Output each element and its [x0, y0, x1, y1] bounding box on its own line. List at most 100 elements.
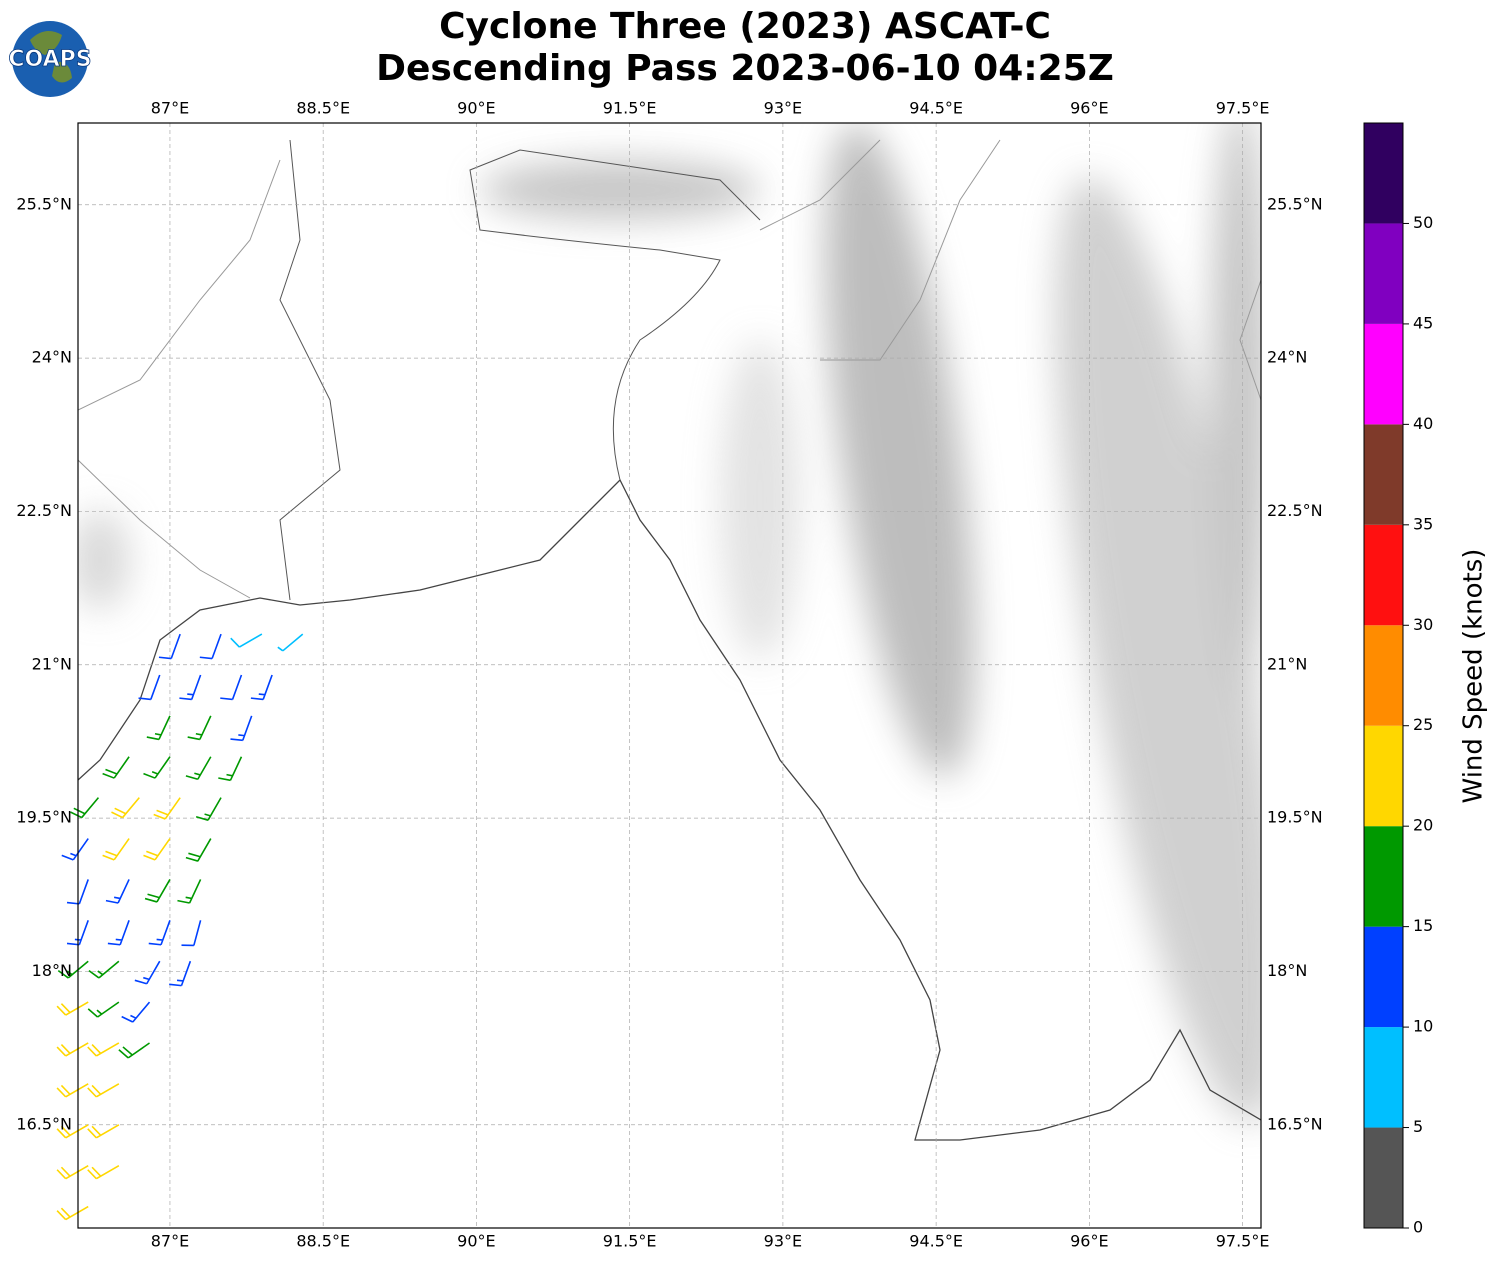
wind-barb — [105, 879, 130, 904]
colorbar-tick-label: 45 — [1413, 313, 1433, 332]
x-tick-label: 87°E — [151, 1232, 189, 1251]
colorbar-bin — [1364, 524, 1403, 626]
x-tick-label: 88.5°E — [296, 99, 350, 118]
y-tick-label: 19.5°N — [1267, 808, 1323, 827]
x-tick-label: 93°E — [764, 99, 802, 118]
y-tick-label: 21°N — [1267, 654, 1307, 673]
colorbar-bin — [1364, 223, 1403, 324]
wind-barb — [56, 1124, 89, 1139]
y-tick-label: 25.5°N — [1267, 194, 1323, 213]
wind-barbs — [56, 633, 304, 1221]
wind-barb — [148, 920, 171, 946]
wind-barb — [102, 838, 130, 861]
colorbar-bin — [1364, 323, 1403, 425]
colorbar-tick-label: 5 — [1413, 1117, 1423, 1136]
y-tick-label: 22.5°N — [16, 501, 72, 520]
x-tick-label: 94.5°E — [909, 99, 963, 118]
wind-barb — [138, 674, 161, 701]
x-tick-label: 97.5°E — [1216, 99, 1270, 118]
colorbar-tick-label: 25 — [1413, 715, 1433, 734]
wind-barb — [87, 1042, 120, 1057]
colorbar: 0 5 10 15 20 25 30 35 40 45 50 — [1363, 122, 1433, 1237]
wind-barb — [143, 756, 171, 779]
y-tick-label: 16.5°N — [1267, 1114, 1323, 1133]
wind-barb — [102, 756, 130, 779]
logo: COAPS — [8, 21, 92, 97]
colorbar-bin — [1364, 424, 1403, 525]
wind-barb — [153, 797, 181, 820]
x-tick-label: 97.5°E — [1216, 1232, 1270, 1251]
colorbar-tick-label: 50 — [1413, 213, 1433, 232]
colorbar-tick-label: 0 — [1413, 1218, 1423, 1237]
wind-barb — [250, 674, 273, 701]
y-tick-label: 24°N — [1267, 348, 1307, 367]
wind-barb — [277, 633, 304, 652]
logo-land — [30, 31, 72, 83]
wind-barb — [143, 838, 171, 861]
logo-text: COAPS — [8, 47, 91, 72]
wind-barb — [87, 1001, 120, 1018]
wind-barb — [56, 1083, 89, 1098]
x-tick-label: 87°E — [151, 99, 189, 118]
map-frame — [77, 122, 1262, 1229]
x-tick-label: 90°E — [457, 99, 495, 118]
wind-barb — [111, 797, 140, 819]
wind-barb — [61, 838, 89, 861]
x-tick-label: 94.5°E — [909, 1232, 963, 1251]
colorbar-tick-label: 10 — [1413, 1017, 1433, 1036]
x-tick-label: 96°E — [1070, 99, 1108, 118]
title-line: Descending Pass 2023-06-10 04:25Z — [376, 48, 1114, 89]
wind-barb — [177, 879, 202, 904]
colorbar-bin — [1364, 725, 1403, 827]
wind-barb — [87, 1164, 120, 1180]
wind-barb — [218, 756, 243, 782]
colorbar-tick-label: 15 — [1413, 916, 1433, 935]
y-tick-label: 25.5°N — [16, 194, 72, 213]
y-tick-label: 18°N — [32, 961, 72, 980]
y-tick-label: 24°N — [32, 348, 72, 367]
y-tick-label: 21°N — [32, 654, 72, 673]
wind-barb — [179, 674, 202, 701]
wind-barb — [87, 1124, 120, 1139]
border — [279, 139, 761, 601]
title-line: Cyclone Three (2023) ASCAT-C — [439, 6, 1051, 47]
axes: 87°E 87°E 88.5°E 88.5°E 90°E 90°E 91.5°E 91.5°E… — [16, 99, 1322, 1251]
wind-barb — [70, 797, 100, 819]
x-tick-label: 96°E — [1070, 1232, 1108, 1251]
grid — [78, 123, 1261, 1228]
wind-barb — [107, 920, 130, 946]
wind-barb — [121, 1001, 151, 1023]
wind-barb — [56, 1205, 89, 1221]
wind-barb — [195, 797, 222, 821]
map-background — [78, 123, 1261, 1141]
colorbar-tick-label: 30 — [1413, 615, 1433, 634]
wind-barb — [187, 715, 212, 741]
x-tick-label: 91.5°E — [603, 99, 657, 118]
wind-barb — [146, 715, 171, 741]
wind-barb — [220, 674, 243, 701]
colorbar-bin — [1364, 1127, 1403, 1228]
wind-barb — [134, 960, 161, 985]
colorbar-tick-label: 40 — [1413, 414, 1433, 433]
wind-barb — [56, 1042, 89, 1057]
coastline — [78, 478, 1261, 1141]
wind-barb — [56, 1164, 89, 1180]
colorbar-tick-label: 20 — [1413, 816, 1433, 835]
x-tick-label: 88.5°E — [296, 1232, 350, 1251]
x-tick-label: 91.5°E — [603, 1232, 657, 1251]
colorbar-tick-label: 35 — [1413, 514, 1433, 533]
x-tick-label: 90°E — [457, 1232, 495, 1251]
x-tick-label: 93°E — [764, 1232, 802, 1251]
wind-barb — [118, 1042, 150, 1059]
colorbar-label: Wind Speed (knots) — [1459, 549, 1489, 804]
wind-barb — [87, 1083, 120, 1098]
wind-barb — [185, 756, 212, 781]
wind-barb — [230, 715, 253, 742]
wind-barb — [230, 633, 263, 648]
y-tick-label: 18°N — [1267, 961, 1307, 980]
wind-barb — [158, 633, 181, 660]
wind-barb — [199, 633, 222, 660]
wind-barb — [56, 1001, 89, 1016]
wind-barb — [181, 920, 202, 947]
